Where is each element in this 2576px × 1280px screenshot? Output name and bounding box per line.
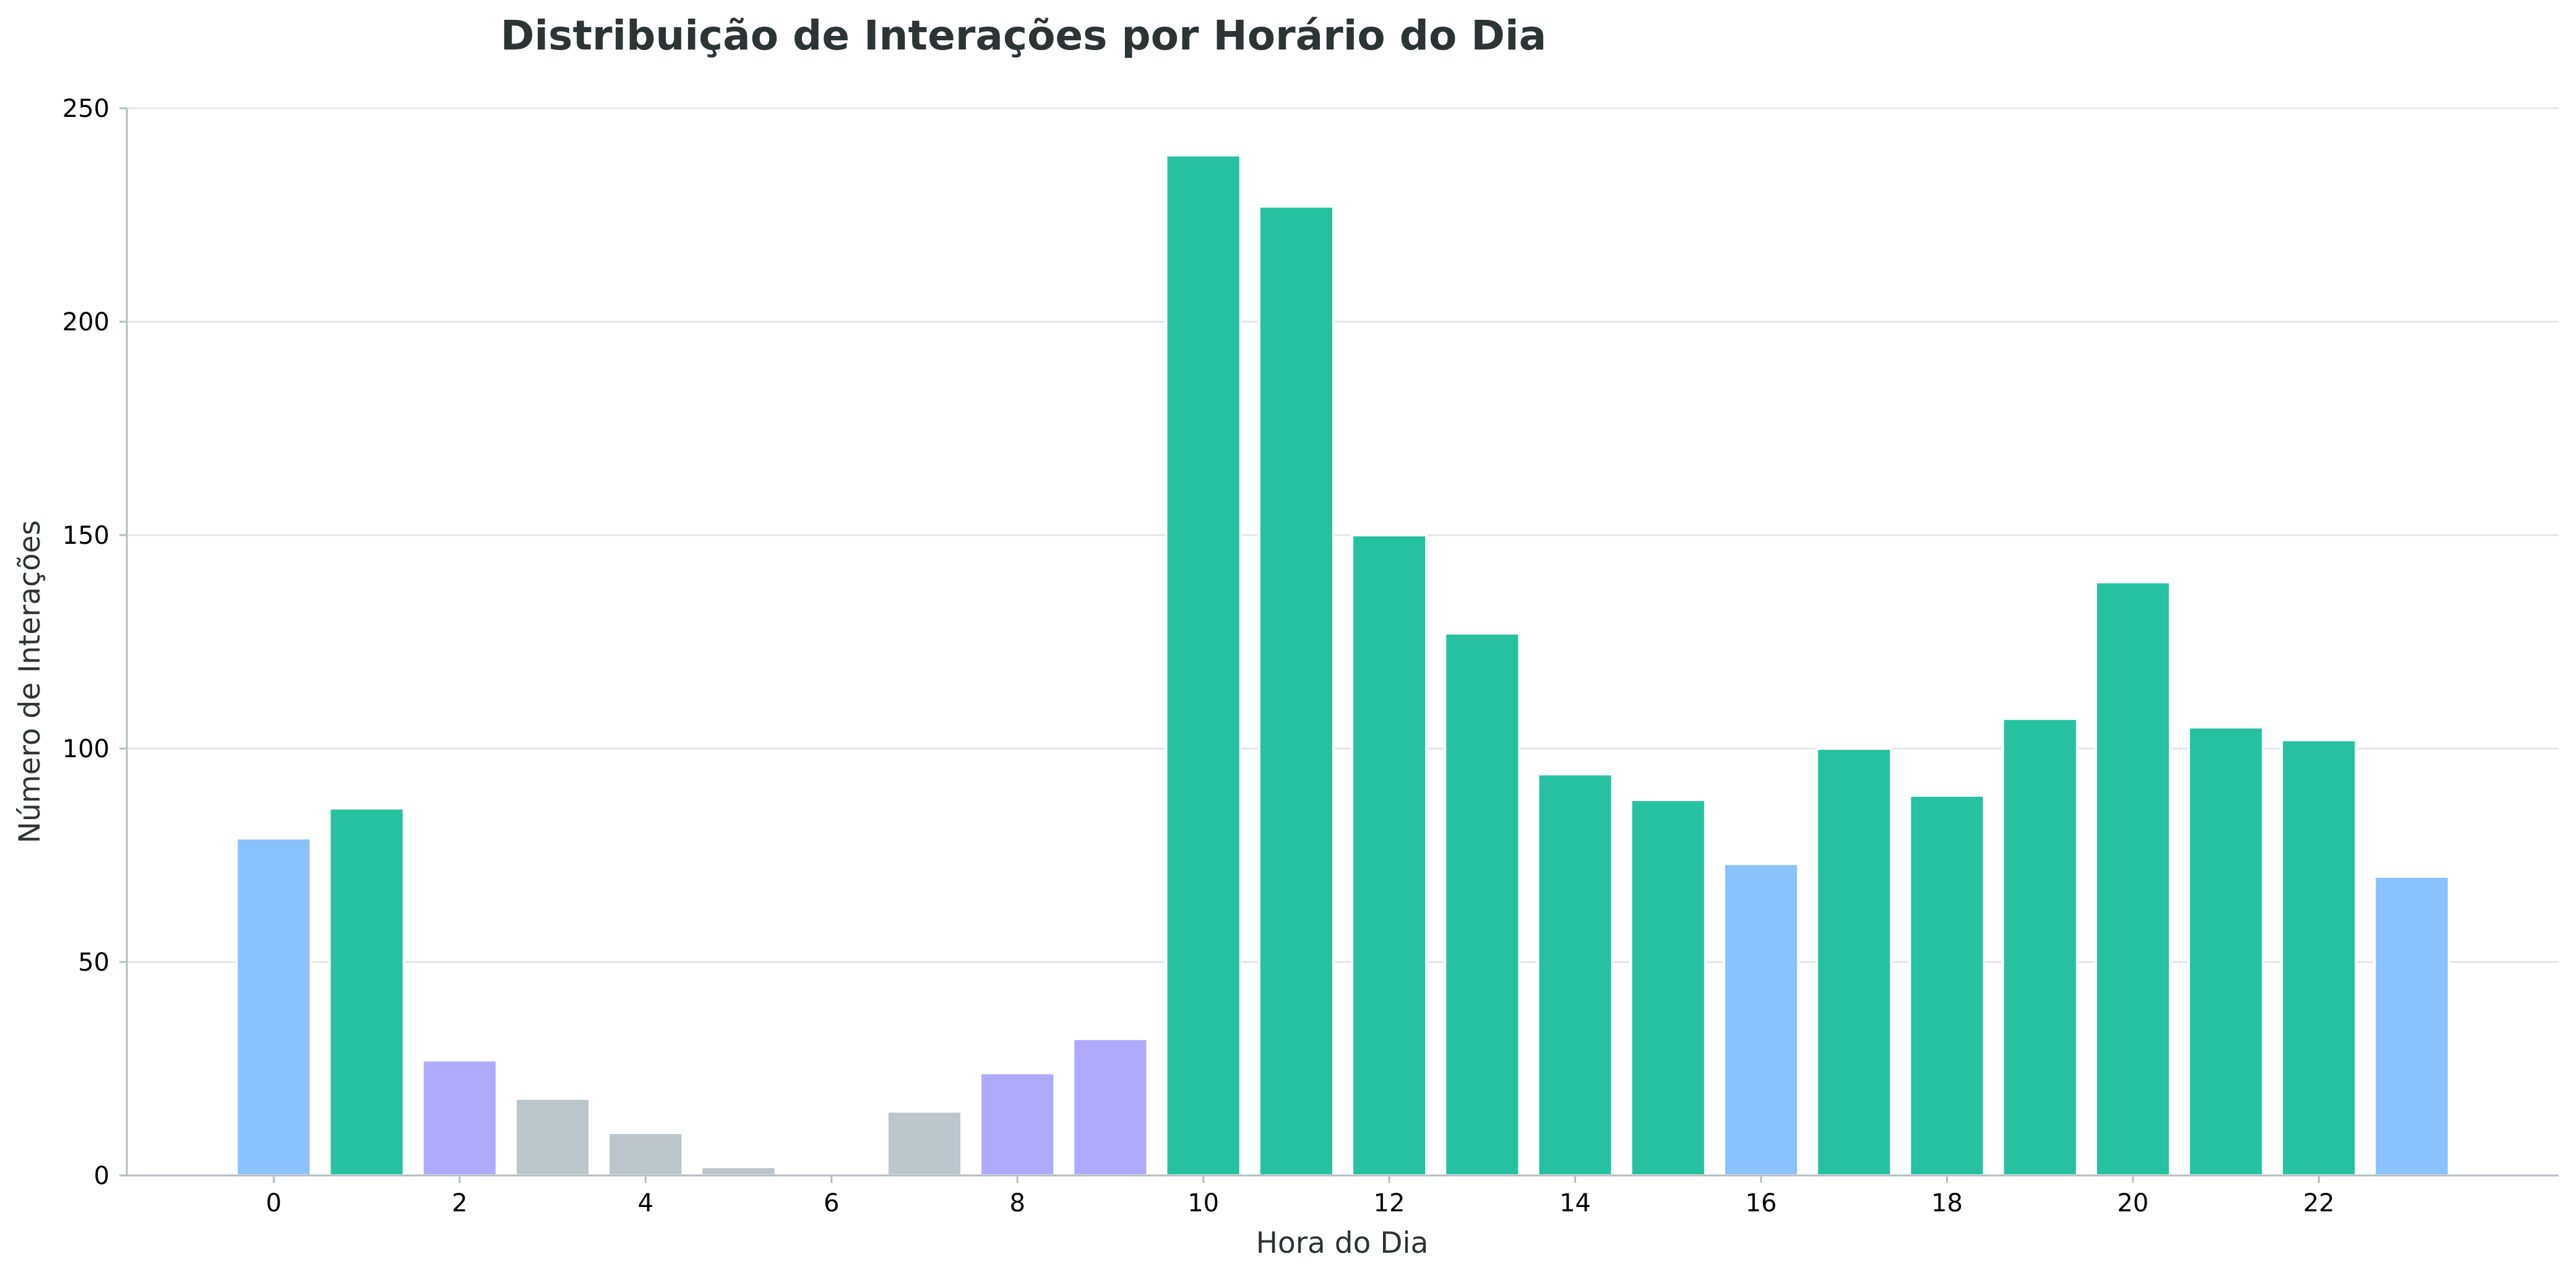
bar-hour-5: [700, 1166, 777, 1177]
x-tick-label-20: 20: [2117, 1189, 2148, 1218]
x-tick-label-14: 14: [1559, 1189, 1591, 1218]
x-tick-label-0: 0: [266, 1189, 282, 1218]
bar-hour-19: [2001, 717, 2078, 1177]
bar-hour-17: [1816, 747, 1893, 1177]
y-tick-label-150: 150: [62, 522, 110, 550]
bar-hour-8: [979, 1072, 1056, 1177]
bar-hour-10: [1165, 153, 1242, 1177]
y-tick-label-200: 200: [62, 308, 110, 337]
x-tick-label-6: 6: [824, 1189, 839, 1218]
x-tick-label-22: 22: [2303, 1189, 2335, 1218]
bar-hour-22: [2280, 739, 2358, 1177]
bar-hour-2: [421, 1059, 498, 1177]
x-tick-label-10: 10: [1187, 1189, 1219, 1218]
bar-hour-15: [1629, 798, 1707, 1177]
x-tick-label-12: 12: [1374, 1189, 1405, 1218]
bar-hour-14: [1536, 773, 1614, 1177]
y-axis-label: Número de Interações: [13, 520, 47, 843]
bar-hour-1: [328, 807, 405, 1177]
x-axis-label: Hora do Dia: [1256, 1226, 1429, 1260]
bar-hour-12: [1351, 534, 1428, 1177]
axes: [126, 108, 2559, 1177]
bar-hour-23: [2373, 875, 2450, 1177]
x-tick-label-2: 2: [452, 1189, 467, 1218]
bar-hour-0: [235, 836, 312, 1177]
bar-hour-13: [1444, 632, 1521, 1177]
y-axis-ticks: 0 50 100 150 200 250: [62, 95, 127, 1190]
x-tick-label-16: 16: [1746, 1189, 1777, 1218]
bar-hour-20: [2094, 580, 2172, 1177]
x-axis-ticks: 0 2 4 6 8 10 12 14 16 18 20 22: [266, 1175, 2335, 1218]
x-tick-label-8: 8: [1009, 1189, 1025, 1218]
bar-hour-21: [2187, 726, 2265, 1177]
x-tick-label-18: 18: [1931, 1189, 1963, 1218]
bar-hour-11: [1257, 205, 1335, 1177]
y-tick-label-100: 100: [62, 735, 110, 763]
x-tick-label-4: 4: [638, 1189, 653, 1218]
y-tick-label-0: 0: [94, 1162, 110, 1190]
bar-hour-3: [514, 1097, 592, 1177]
bar-hour-18: [1908, 794, 1986, 1177]
chart-title: Distribuição de Interações por Horário d…: [501, 12, 1546, 59]
bar-hour-4: [607, 1132, 684, 1177]
y-tick-label-250: 250: [62, 95, 110, 123]
bar-hour-9: [1072, 1037, 1149, 1177]
y-tick-label-50: 50: [78, 948, 110, 977]
bar-hour-16: [1722, 862, 1800, 1177]
bars: [235, 153, 2450, 1177]
bar-hour-7: [885, 1110, 963, 1177]
